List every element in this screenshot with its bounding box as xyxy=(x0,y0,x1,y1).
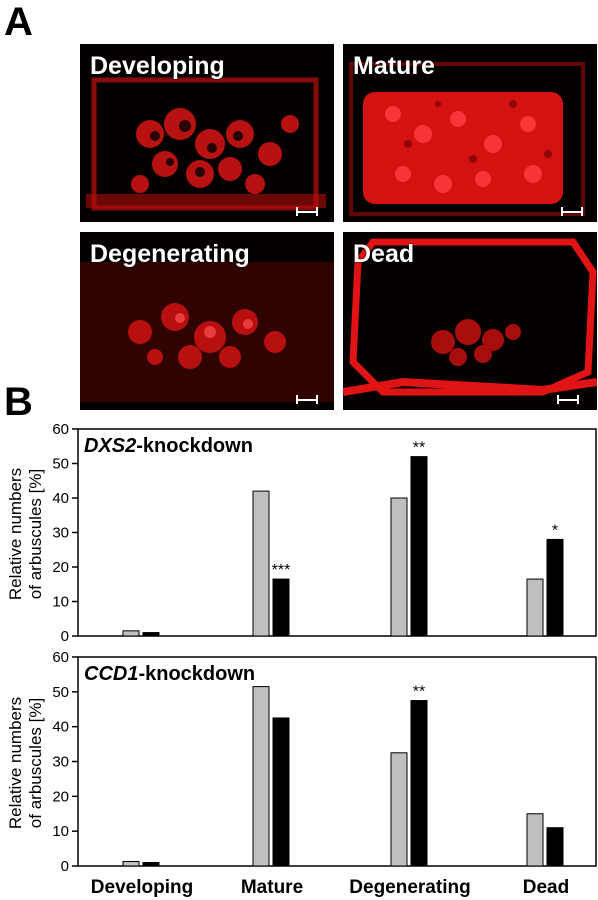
x-category-mature: Mature xyxy=(240,877,304,898)
chart-title-suffix: -knockdown xyxy=(136,435,253,457)
y-tick-label: 20 xyxy=(52,788,69,805)
chart-title-gene: CCD1 xyxy=(84,663,139,685)
bar xyxy=(272,717,290,867)
chart-title-suffix: -knockdown xyxy=(138,663,256,685)
micrograph-developing: Developing xyxy=(80,44,334,222)
bar xyxy=(252,490,270,637)
micrograph-degenerating: Degenerating xyxy=(80,232,334,410)
bar xyxy=(252,686,270,867)
y-axis-label-line1: Relative numbers xyxy=(6,696,25,830)
dead-fluorescence xyxy=(343,238,597,404)
y-tick-label: 10 xyxy=(52,594,69,611)
bar xyxy=(122,630,140,637)
y-axis-label-line2: of arbuscules [%] xyxy=(26,697,45,829)
chart-title-gene: DXS2 xyxy=(84,435,137,457)
y-tick-label: 30 xyxy=(52,754,69,771)
bar xyxy=(122,860,140,867)
bar xyxy=(390,752,408,867)
mature-fluorescence xyxy=(349,62,585,216)
bar xyxy=(526,578,544,637)
significance-label: * xyxy=(552,522,558,539)
y-tick-label: 60 xyxy=(52,421,69,438)
micrograph-mature: Mature xyxy=(343,44,597,222)
bar xyxy=(526,813,544,867)
bar xyxy=(142,632,160,637)
micrograph-dead: Dead xyxy=(343,232,597,410)
degenerating-fluorescence xyxy=(80,262,334,404)
x-category-degenerating: Degenerating xyxy=(349,877,471,898)
y-tick-label: 20 xyxy=(52,559,69,576)
micrograph-label: Dead xyxy=(353,240,415,268)
y-tick-label: 40 xyxy=(52,719,69,736)
plot-frame xyxy=(77,428,597,637)
y-axis-label-top: Relative numbers of arbuscules [%] xyxy=(6,434,46,634)
chart-title-ccd1: CCD1-knockdown xyxy=(84,664,255,684)
significance-label: ** xyxy=(413,440,425,457)
y-tick-label: 30 xyxy=(52,525,69,542)
x-category-developing: Developing xyxy=(90,877,194,898)
bar xyxy=(272,578,290,637)
y-axis-label-bottom: Relative numbers of arbuscules [%] xyxy=(6,663,46,863)
micrograph-label: Mature xyxy=(353,52,435,80)
micrograph-label: Developing xyxy=(90,52,225,80)
y-axis-label-line2: of arbuscules [%] xyxy=(26,468,45,600)
panel-a-letter: A xyxy=(4,0,33,44)
bar xyxy=(546,827,564,867)
chart-title-dxs2: DXS2-knockdown xyxy=(84,436,253,456)
y-tick-label: 60 xyxy=(52,649,69,666)
y-tick-label: 40 xyxy=(52,490,69,507)
plot-frame xyxy=(77,656,597,867)
bar xyxy=(390,497,408,637)
y-tick-label: 50 xyxy=(52,456,69,473)
x-category-dead: Dead xyxy=(522,877,570,898)
significance-label: *** xyxy=(272,562,291,579)
y-tick-label: 0 xyxy=(61,858,69,875)
micrograph-label: Degenerating xyxy=(90,240,250,268)
y-tick-label: 10 xyxy=(52,823,69,840)
bar xyxy=(142,862,160,867)
y-tick-label: 50 xyxy=(52,684,69,701)
developing-fluorescence xyxy=(86,77,326,216)
bar xyxy=(410,700,428,867)
bar xyxy=(410,456,428,637)
y-tick-label: 0 xyxy=(61,628,69,645)
bar xyxy=(546,538,564,637)
panel-b-letter: B xyxy=(4,380,33,424)
significance-label: ** xyxy=(413,684,425,701)
y-axis-label-line1: Relative numbers xyxy=(6,467,25,601)
